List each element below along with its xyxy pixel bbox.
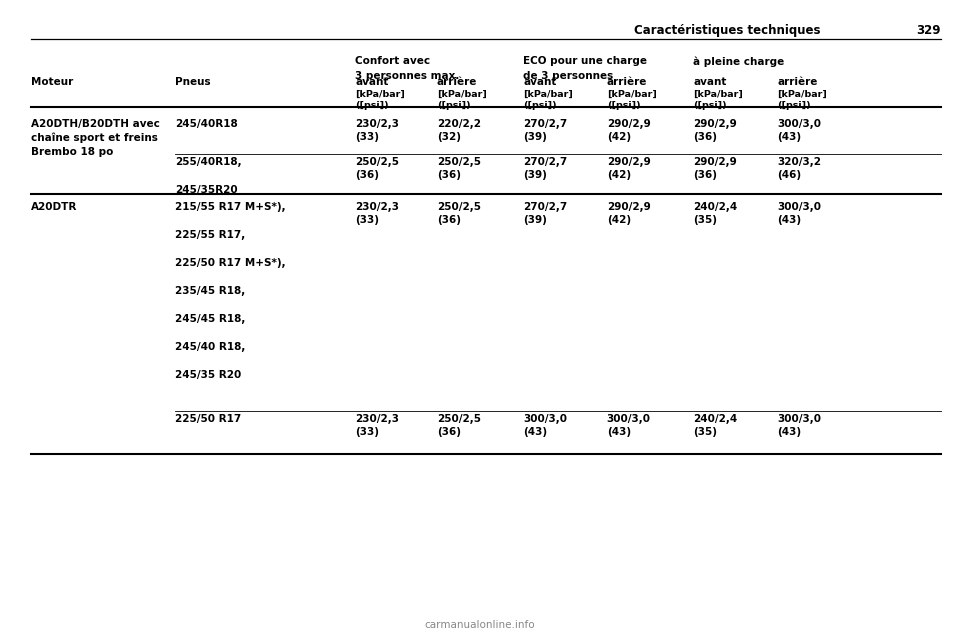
Text: 220/2,2
(32): 220/2,2 (32) [437,119,481,142]
Text: 240/2,4
(35): 240/2,4 (35) [693,202,737,225]
Text: 230/2,3
(33): 230/2,3 (33) [355,202,399,225]
Text: Caractéristiques techniques: Caractéristiques techniques [634,24,820,37]
Text: A20DTH/B20DTH avec
chaîne sport et freins
Brembo 18 po: A20DTH/B20DTH avec chaîne sport et frein… [31,119,159,157]
Text: 245/40R18: 245/40R18 [175,119,237,129]
Text: 300/3,0
(43): 300/3,0 (43) [778,119,822,142]
Text: 250/2,5
(36): 250/2,5 (36) [437,157,481,180]
Text: 250/2,5
(36): 250/2,5 (36) [355,157,399,180]
Text: arrière: arrière [607,77,647,87]
Text: 250/2,5
(36): 250/2,5 (36) [437,414,481,437]
Text: 225/50 R17: 225/50 R17 [175,414,241,424]
Text: 215/55 R17 M+S*),

225/55 R17,

225/50 R17 M+S*),

235/45 R18,

245/45 R18,

245: 215/55 R17 M+S*), 225/55 R17, 225/50 R17… [175,202,285,380]
Text: 255/40R18,

245/35R20: 255/40R18, 245/35R20 [175,157,241,195]
Text: [kPa/bar]
([psi]): [kPa/bar] ([psi]) [778,90,828,110]
Text: 230/2,3
(33): 230/2,3 (33) [355,119,399,142]
Text: à pleine charge: à pleine charge [693,56,784,67]
Text: 240/2,4
(35): 240/2,4 (35) [693,414,737,437]
Text: carmanualonline.info: carmanualonline.info [424,620,536,630]
Text: [kPa/bar]
([psi]): [kPa/bar] ([psi]) [355,90,405,110]
Text: 300/3,0
(43): 300/3,0 (43) [778,202,822,225]
Text: [kPa/bar]
([psi]): [kPa/bar] ([psi]) [523,90,573,110]
Text: avant: avant [523,77,557,87]
Text: 329: 329 [916,24,941,37]
Text: arrière: arrière [778,77,818,87]
Text: 290/2,9
(42): 290/2,9 (42) [607,157,651,180]
Text: 300/3,0
(43): 300/3,0 (43) [607,414,651,437]
Text: 270/2,7
(39): 270/2,7 (39) [523,119,567,142]
Text: ECO pour une charge: ECO pour une charge [523,56,647,67]
Text: 3 personnes max.: 3 personnes max. [355,71,460,81]
Text: avant: avant [693,77,727,87]
Text: de 3 personnes: de 3 personnes [523,71,613,81]
Text: avant: avant [355,77,389,87]
Text: 270/2,7
(39): 270/2,7 (39) [523,157,567,180]
Text: 290/2,9
(36): 290/2,9 (36) [693,157,737,180]
Text: [kPa/bar]
([psi]): [kPa/bar] ([psi]) [607,90,657,110]
Text: 300/3,0
(43): 300/3,0 (43) [778,414,822,437]
Text: Pneus: Pneus [175,77,210,87]
Text: arrière: arrière [437,77,477,87]
Text: [kPa/bar]
([psi]): [kPa/bar] ([psi]) [693,90,743,110]
Text: 290/2,9
(42): 290/2,9 (42) [607,202,651,225]
Text: 290/2,9
(36): 290/2,9 (36) [693,119,737,142]
Text: 270/2,7
(39): 270/2,7 (39) [523,202,567,225]
Text: Moteur: Moteur [31,77,73,87]
Text: [kPa/bar]
([psi]): [kPa/bar] ([psi]) [437,90,487,110]
Text: 320/3,2
(46): 320/3,2 (46) [778,157,822,180]
Text: 230/2,3
(33): 230/2,3 (33) [355,414,399,437]
Text: A20DTR: A20DTR [31,202,77,213]
Text: Confort avec: Confort avec [355,56,430,67]
Text: 300/3,0
(43): 300/3,0 (43) [523,414,567,437]
Text: 290/2,9
(42): 290/2,9 (42) [607,119,651,142]
Text: 250/2,5
(36): 250/2,5 (36) [437,202,481,225]
